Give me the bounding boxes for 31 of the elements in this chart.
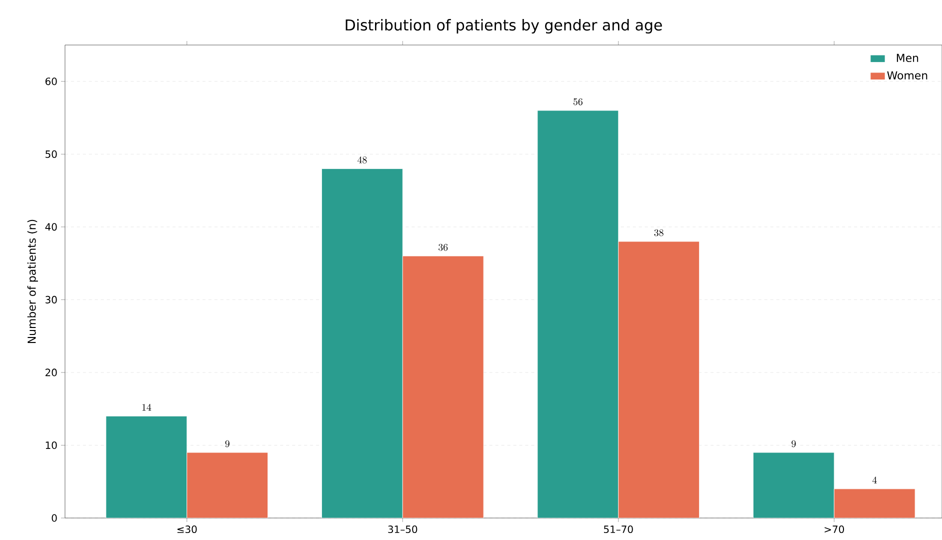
y-tick-label: 20 bbox=[46, 368, 57, 376]
bar bbox=[618, 241, 700, 518]
data-label: 14 bbox=[142, 404, 152, 411]
bar bbox=[834, 488, 916, 518]
y-tick-label: 40 bbox=[45, 223, 57, 231]
y-tick-label: 30 bbox=[46, 296, 57, 304]
data-label: 9 bbox=[792, 440, 796, 448]
bar bbox=[186, 452, 268, 518]
bar bbox=[402, 256, 484, 518]
legend-label: Women bbox=[887, 71, 928, 80]
x-tick-label: >70 bbox=[824, 526, 844, 534]
y-axis-title: Number of patients (n) bbox=[27, 220, 38, 344]
data-label: 56 bbox=[573, 98, 582, 106]
legend-label: Men bbox=[896, 54, 918, 62]
data-label: 9 bbox=[225, 440, 230, 448]
y-tick-label: 50 bbox=[46, 150, 57, 158]
bar bbox=[106, 416, 187, 518]
bar bbox=[537, 110, 619, 518]
data-label: 48 bbox=[357, 156, 367, 164]
x-tick-label: 51–70 bbox=[604, 526, 633, 534]
bar bbox=[322, 168, 403, 518]
bar bbox=[753, 452, 834, 518]
y-tick-label: 60 bbox=[46, 78, 57, 86]
y-tick-label: 10 bbox=[46, 441, 57, 449]
data-label: 38 bbox=[654, 229, 664, 236]
chart-title: Distribution of patients by gender and age bbox=[346, 19, 662, 34]
y-tick-label: 0 bbox=[52, 514, 57, 522]
data-label: 4 bbox=[872, 476, 877, 484]
data-label: 36 bbox=[438, 244, 448, 251]
x-tick-label: 31–50 bbox=[388, 526, 418, 534]
x-tick-label: ≤30 bbox=[177, 526, 197, 534]
